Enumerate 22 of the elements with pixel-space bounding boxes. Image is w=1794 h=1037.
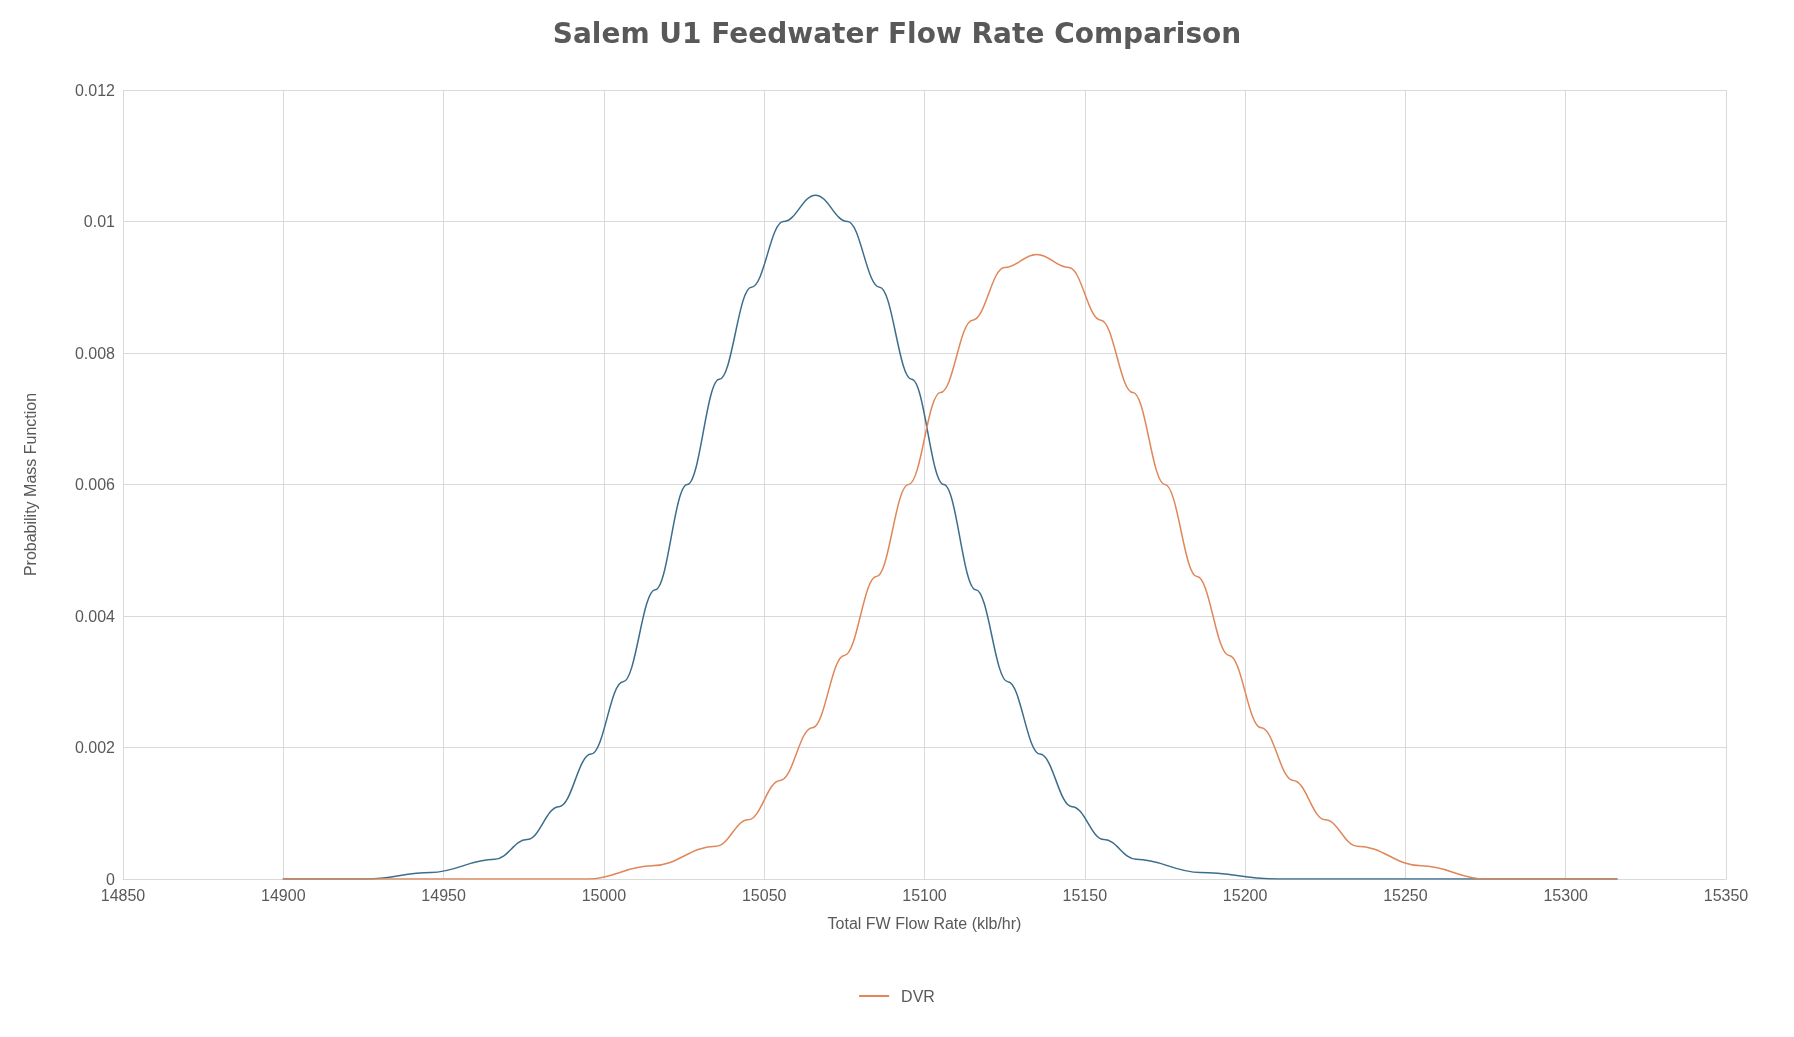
y-tick-label: 0.008 [74, 344, 116, 362]
x-tick-label: 14950 [421, 886, 466, 904]
x-tick-label: 15000 [581, 886, 627, 904]
legend-label: DVR [901, 987, 935, 1005]
x-tick-label: 15100 [902, 886, 947, 904]
y-tick-label: 0.012 [74, 81, 116, 99]
y-tick-label: 0 [106, 870, 116, 888]
y-tick-label: 0.002 [74, 739, 116, 756]
x-tick-label: 15300 [1543, 886, 1589, 904]
x-tick-label: 14900 [261, 886, 306, 904]
x-tick-label: 15050 [741, 886, 787, 904]
x-tick-label: 15350 [1703, 886, 1749, 904]
y-tick-label: 0.006 [74, 476, 116, 493]
y-tick-label: 0.004 [74, 607, 116, 625]
x-tick-label: 15250 [1383, 886, 1428, 904]
chart-title: Salem U1 Feedwater Flow Rate Comparison [552, 16, 1242, 50]
y-tick-label: 0.01 [83, 213, 116, 230]
y-axis-title: Probability Mass Function [21, 392, 39, 577]
x-tick-label: 15200 [1222, 886, 1268, 904]
x-tick-label: 14850 [100, 886, 146, 904]
x-axis-title: Total FW Flow Rate (klb/hr) [827, 914, 1022, 932]
x-tick-label: 15150 [1062, 886, 1108, 904]
